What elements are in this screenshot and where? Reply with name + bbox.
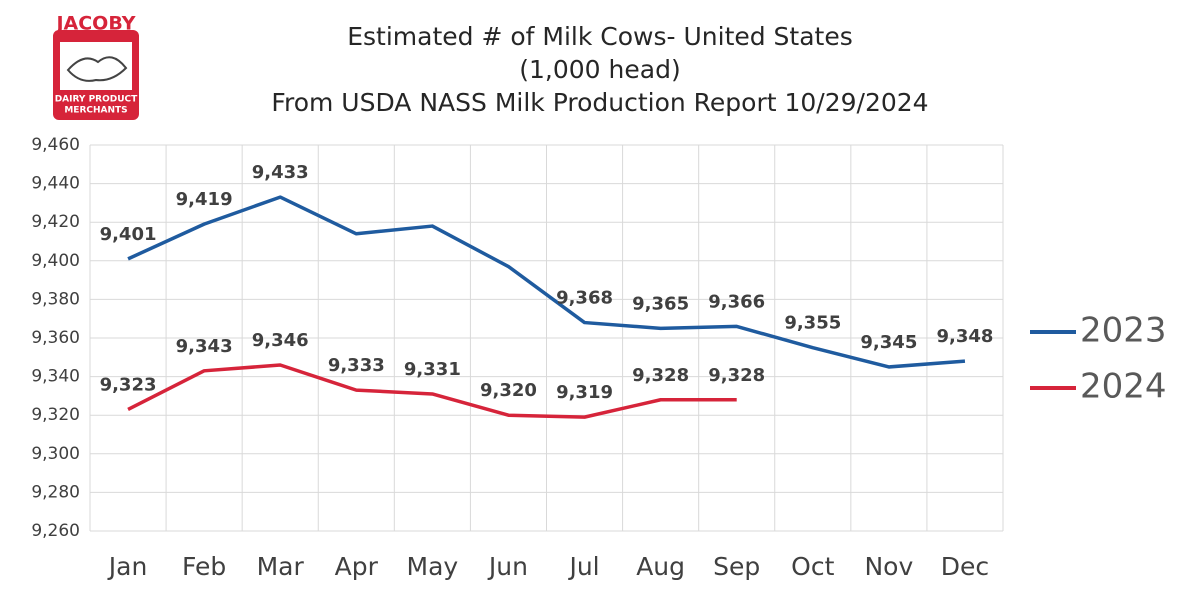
data-label: 9,328	[632, 365, 689, 386]
chart-subtitle: (1,000 head)	[519, 55, 680, 84]
logo-line: DAIRY PRODUCT	[55, 95, 138, 105]
x-tick-label: Jul	[567, 552, 599, 581]
data-label: 9,328	[708, 365, 765, 386]
data-label: 9,401	[100, 224, 157, 245]
data-label: 9,419	[176, 189, 233, 210]
legend-label: 2024	[1080, 367, 1167, 407]
y-tick-label: 9,440	[31, 174, 80, 194]
x-tick-label: May	[407, 552, 459, 581]
logo-hands	[66, 56, 128, 82]
x-tick-label: Aug	[636, 552, 685, 581]
data-label: 9,433	[252, 162, 309, 183]
data-label: 9,366	[708, 291, 765, 312]
data-label: 9,368	[556, 288, 613, 309]
data-label: 9,346	[252, 330, 309, 351]
logo-name: JACOBY	[54, 13, 135, 35]
data-label: 9,345	[860, 332, 917, 353]
data-label: 9,348	[936, 326, 993, 347]
y-tick-label: 9,300	[31, 444, 80, 464]
y-tick-label: 9,340	[31, 367, 80, 387]
legend-label: 2023	[1080, 311, 1167, 351]
x-tick-label: Oct	[791, 552, 834, 581]
y-tick-label: 9,400	[31, 251, 80, 271]
x-tick-label: Nov	[864, 552, 913, 581]
chart-subtitle: From USDA NASS Milk Production Report 10…	[271, 88, 928, 117]
y-tick-label: 9,280	[31, 482, 80, 502]
series-line	[127, 363, 737, 419]
logo: JACOBY DAIRY PRODUCT MERCHANTS	[53, 13, 139, 120]
data-label: 9,333	[328, 355, 385, 376]
y-tick-label: 9,460	[31, 135, 80, 155]
x-tick-label: Mar	[257, 552, 305, 581]
data-label: 9,319	[556, 382, 613, 403]
data-label: 9,323	[100, 374, 157, 395]
data-label: 9,355	[784, 313, 841, 334]
x-tick-label: Jan	[107, 552, 148, 581]
x-tick-label: Sep	[713, 552, 760, 581]
y-tick-label: 9,360	[31, 328, 80, 348]
y-tick-label: 9,260	[31, 521, 80, 541]
x-tick-label: Jun	[487, 552, 528, 581]
x-tick-label: Apr	[335, 552, 379, 581]
series-line	[127, 195, 966, 369]
y-tick-label: 9,380	[31, 289, 80, 309]
x-tick-label: Dec	[941, 552, 989, 581]
logo-line: MERCHANTS	[64, 106, 127, 116]
chart-title: Estimated # of Milk Cows- United States	[347, 22, 853, 51]
y-tick-label: 9,420	[31, 212, 80, 232]
data-label: 9,320	[480, 380, 537, 401]
y-tick-label: 9,320	[31, 405, 80, 425]
data-label: 9,365	[632, 293, 689, 314]
data-label: 9,343	[176, 336, 233, 357]
x-tick-label: Feb	[182, 552, 226, 581]
data-label: 9,331	[404, 359, 461, 380]
